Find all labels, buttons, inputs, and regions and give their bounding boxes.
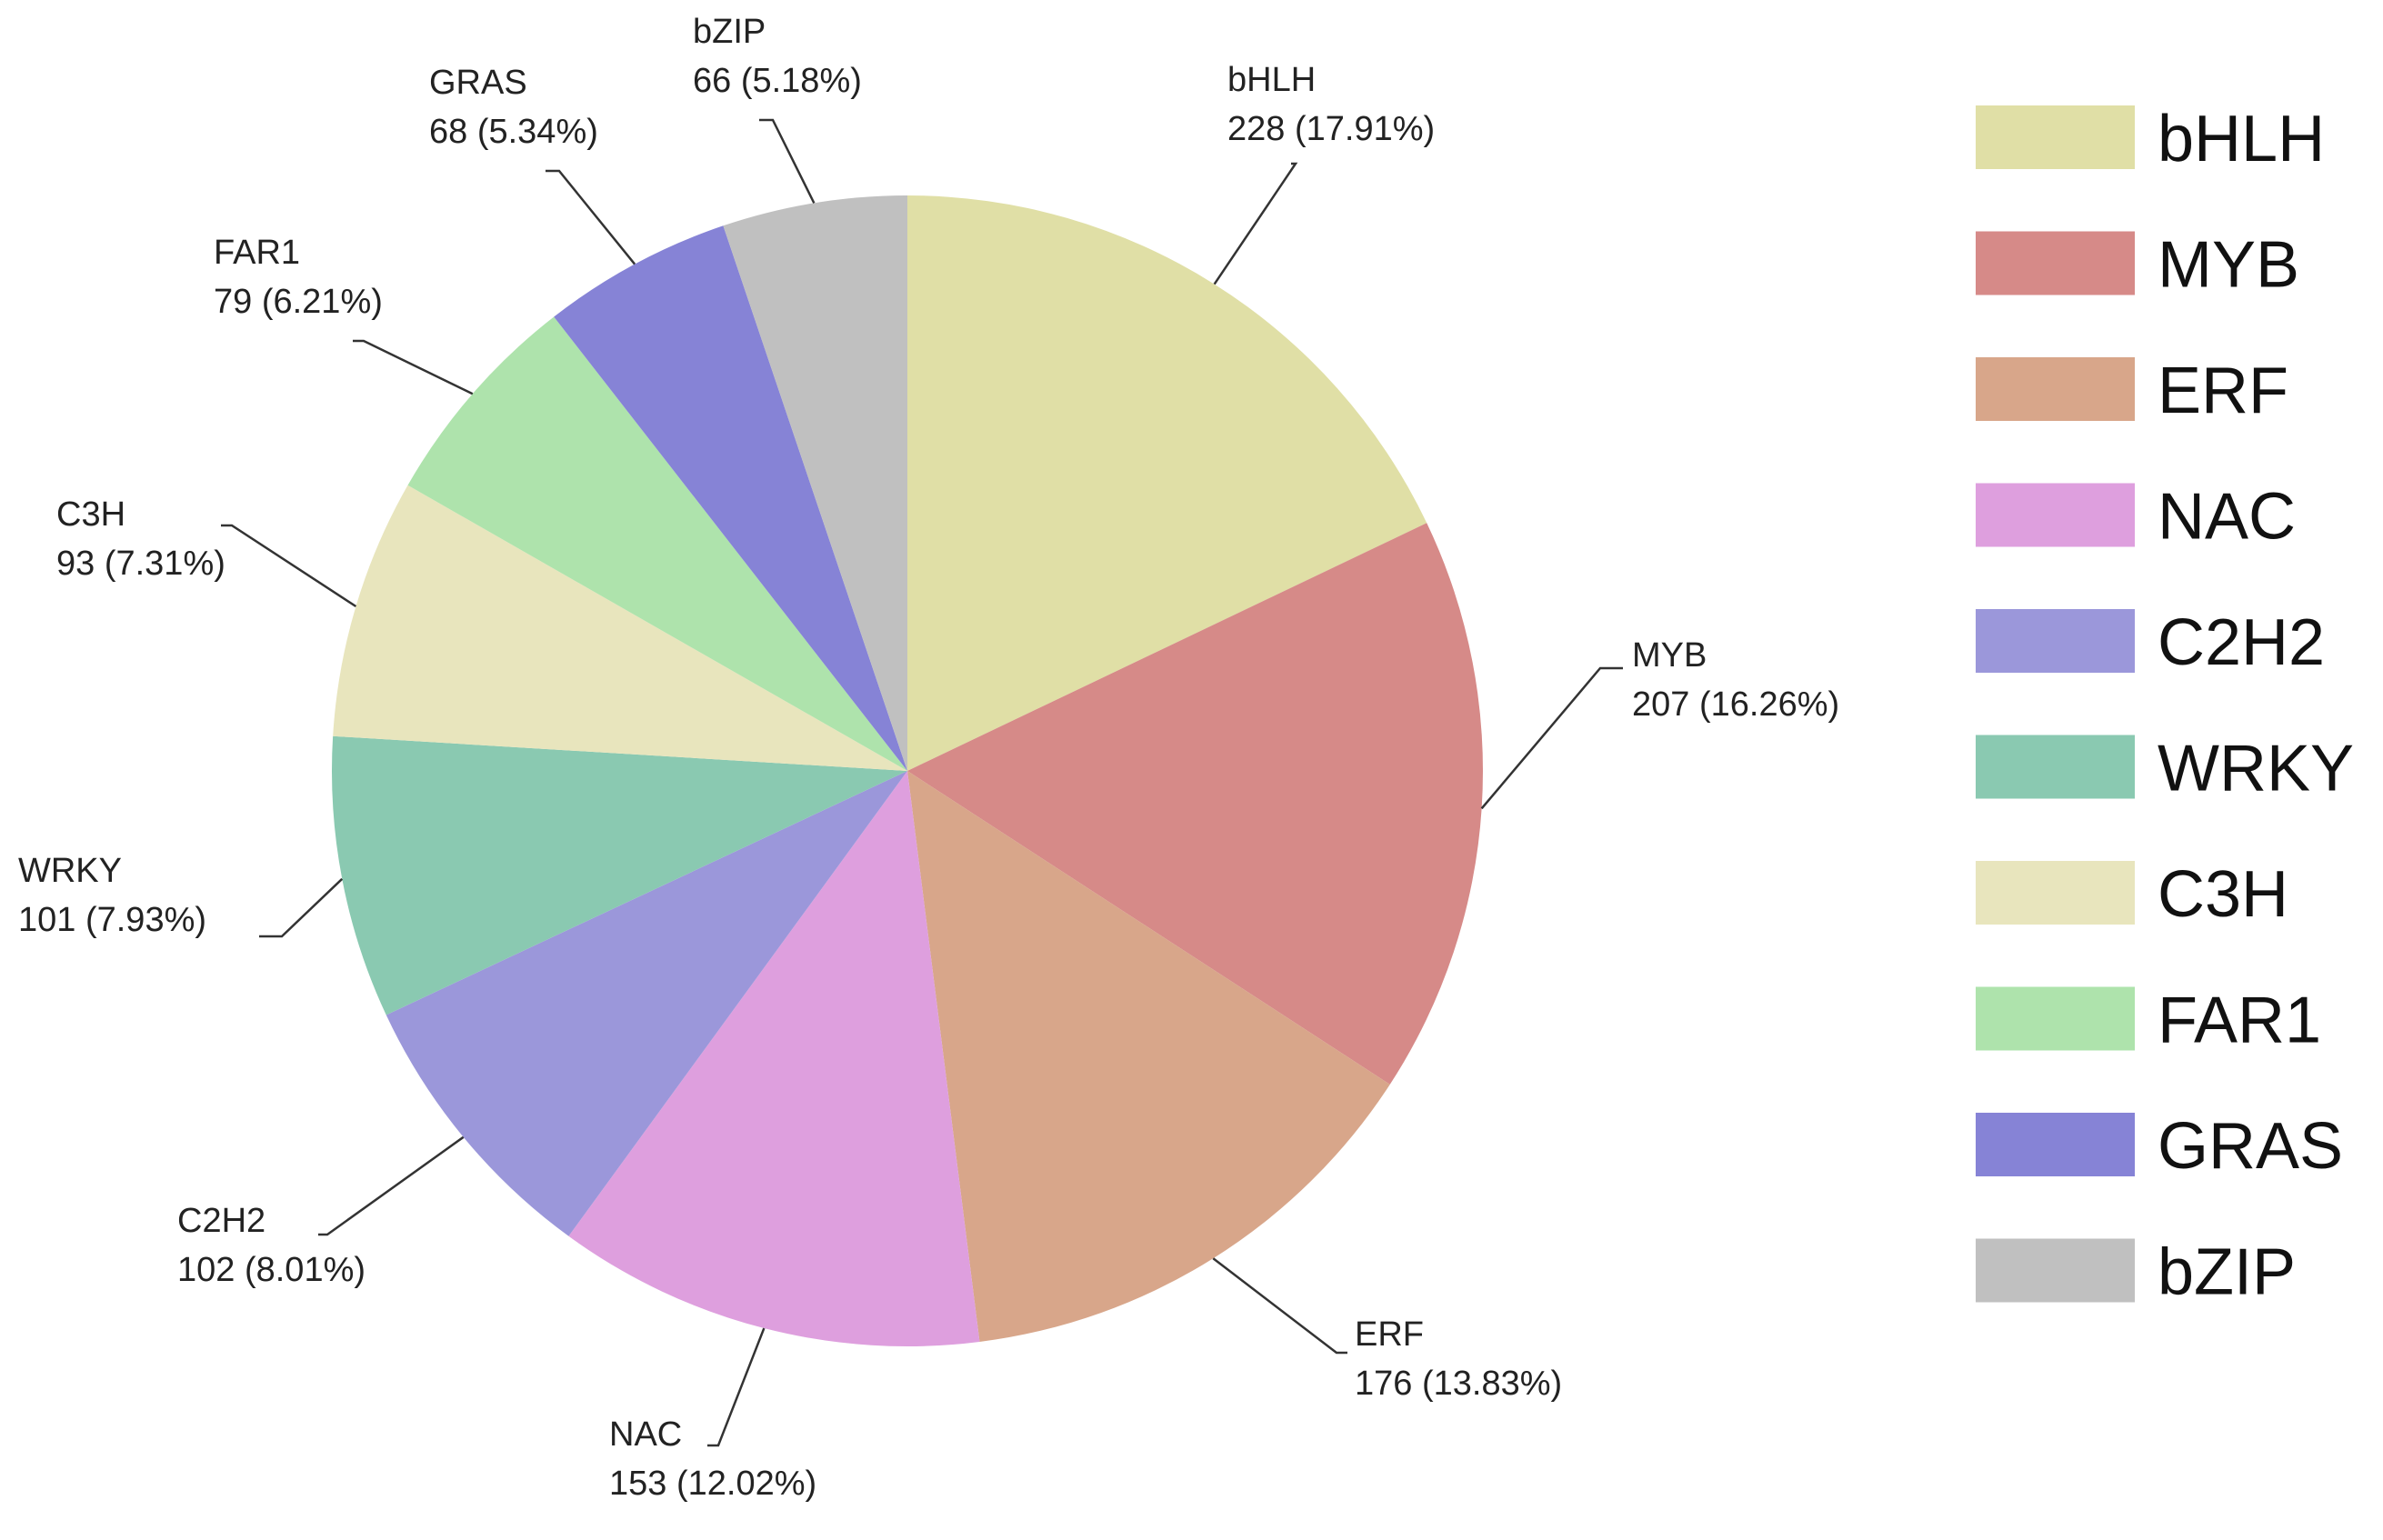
- slice-name-label-myb: MYB: [1632, 636, 1707, 675]
- legend-swatch-myb: [1976, 231, 2135, 295]
- legend-label-bhlh: bHLH: [2158, 103, 2325, 175]
- pie-slice-gras: [554, 225, 907, 771]
- leader-line-far1: [353, 339, 474, 395]
- legend-swatch-erf: [1976, 357, 2135, 421]
- slice-name-label-bzip: bZIP: [693, 13, 766, 51]
- slice-name-label-gras: GRAS: [429, 64, 527, 102]
- legend-label-c3h: C3H: [2158, 858, 2288, 931]
- legend-label-erf: ERF: [2158, 355, 2288, 427]
- pie-slice-bhlh: [907, 195, 1427, 771]
- legend-swatch-wrky: [1976, 735, 2135, 799]
- legend-swatch-gras: [1976, 1113, 2135, 1176]
- legend-swatch-far1: [1976, 986, 2135, 1051]
- pie-slice-bzip: [723, 195, 907, 771]
- leader-line-wrky: [259, 877, 344, 938]
- legend-swatch-bzip: [1976, 1238, 2135, 1303]
- legend-label-far1: FAR1: [2158, 985, 2321, 1057]
- legend-swatch-nac: [1976, 483, 2135, 547]
- slice-value-label-gras: 68 (5.34%): [429, 113, 598, 151]
- legend-label-nac: NAC: [2158, 481, 2296, 554]
- leader-line-myb: [1480, 666, 1623, 810]
- legend-swatch-bhlh: [1976, 105, 2135, 169]
- leader-lines: [221, 118, 1623, 1447]
- slice-value-label-c3h: 93 (7.31%): [56, 545, 225, 583]
- slice-name-label-c3h: C3H: [56, 495, 125, 534]
- pie-slice-far1: [407, 316, 907, 771]
- legend: bHLH MYB ERF NAC C2H2 WRKY C3H FAR1 GRAS bZIP: [1976, 103, 2354, 1309]
- pie-slice-myb: [907, 523, 1484, 1085]
- legend-swatch-c2h2: [1976, 609, 2135, 673]
- slice-value-label-erf: 176 (13.83%): [1355, 1365, 1562, 1403]
- slice-value-label-nac: 153 (12.02%): [609, 1465, 816, 1503]
- pie-slice-nac: [568, 771, 980, 1346]
- slice-name-label-bhlh: bHLH: [1227, 61, 1316, 99]
- legend-swatch-c3h: [1976, 861, 2135, 925]
- slice-name-label-wrky: WRKY: [18, 852, 122, 890]
- leader-line-erf: [1212, 1257, 1347, 1355]
- legend-label-wrky: WRKY: [2158, 733, 2354, 805]
- leader-line-bhlh: [1213, 162, 1298, 285]
- slice-value-label-far1: 79 (6.21%): [214, 283, 383, 321]
- pie-slice-c2h2: [385, 771, 907, 1236]
- leader-line-c3h: [221, 524, 357, 608]
- leader-line-gras: [546, 169, 636, 265]
- legend-label-myb: MYB: [2158, 229, 2299, 302]
- pie-slice-wrky: [331, 735, 907, 1015]
- slice-value-label-myb: 207 (16.26%): [1632, 685, 1839, 724]
- slice-value-label-wrky: 101 (7.93%): [18, 901, 206, 939]
- legend-label-c2h2: C2H2: [2158, 606, 2325, 679]
- slice-name-label-c2h2: C2H2: [177, 1202, 265, 1240]
- slice-name-label-erf: ERF: [1355, 1315, 1424, 1354]
- legend-label-gras: GRAS: [2158, 1110, 2343, 1183]
- leader-line-nac: [707, 1327, 766, 1447]
- slice-value-label-c2h2: 102 (8.01%): [177, 1251, 365, 1289]
- pie-slice-c3h: [333, 485, 907, 771]
- slice-value-label-bhlh: 228 (17.91%): [1227, 110, 1435, 148]
- slice-name-label-nac: NAC: [609, 1415, 682, 1454]
- pie-slices: [331, 195, 1484, 1346]
- slice-name-label-far1: FAR1: [214, 234, 300, 272]
- leader-line-c2h2: [318, 1135, 465, 1236]
- leader-line-bzip: [759, 118, 816, 204]
- legend-label-bzip: bZIP: [2158, 1236, 2296, 1309]
- slice-labels: bHLH 228 (17.91%) MYB 207 (16.26%) ERF 176 (1…: [18, 13, 1839, 1503]
- slice-value-label-bzip: 66 (5.18%): [693, 62, 862, 100]
- pie-slice-erf: [907, 771, 1390, 1342]
